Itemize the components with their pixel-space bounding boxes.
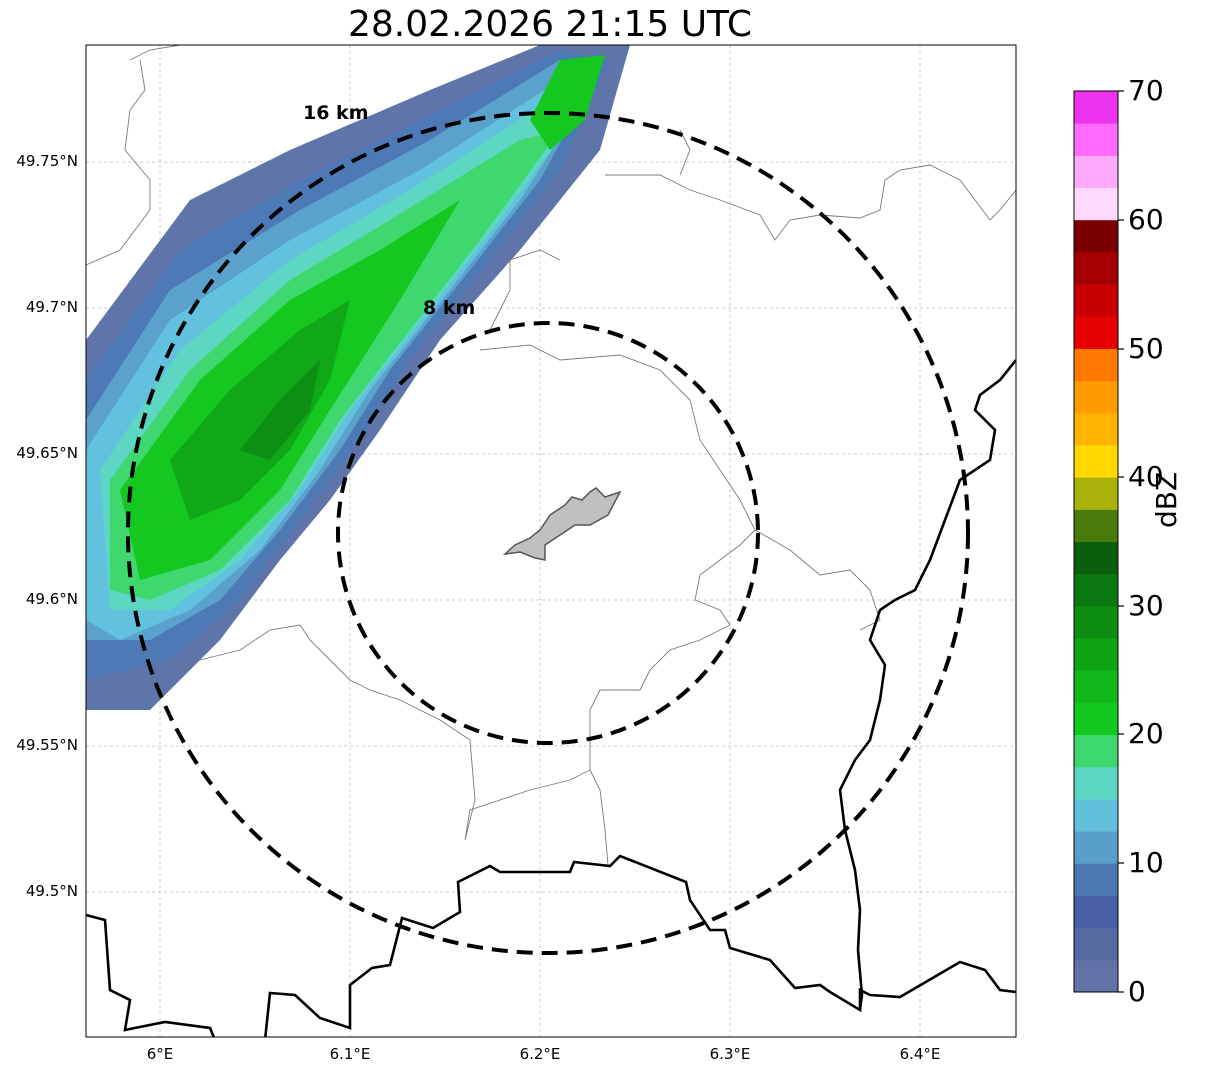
range-ring-8km [336,321,760,745]
colorbar-segment [1074,412,1118,446]
lon-tick-label: 6.2°E [519,1045,561,1063]
lat-tick-label: 49.7°N [25,298,78,316]
colorbar-ticks [1118,90,1124,993]
colorbar-segment [1074,702,1118,736]
colorbar-label: dBZ [1150,471,1183,528]
lat-tick-label: 49.65°N [16,444,78,462]
colorbar [1074,91,1118,993]
radar-echo-band [86,45,630,710]
colorbar-segment [1074,959,1118,993]
map-title: 28.02.2026 21:15 UTC [347,4,753,45]
colorbar-segment [1074,831,1118,864]
lon-tick-label: 6.3°E [709,1045,751,1063]
colorbar-segment [1074,734,1118,768]
colorbar-segment [1074,863,1118,896]
lon-tick-label: 6.1°E [329,1045,371,1063]
city-area [502,487,622,561]
colorbar-segment [1074,91,1118,124]
colorbar-segment [1074,187,1118,221]
colorbar-segment [1074,284,1118,317]
range-rings [126,111,970,955]
admin-borders [86,45,1016,866]
lat-tick-label: 49.75°N [16,152,78,170]
colorbar-segment [1074,123,1118,156]
colorbar-segment [1074,219,1118,253]
colorbar-segment [1074,670,1118,703]
lon-tick-label: 6.4°E [899,1045,941,1063]
colorbar-segment [1074,798,1118,832]
colorbar-tick-label: 30 [1128,589,1164,622]
range-ring-16km [126,111,970,955]
lon-tick-label: 6°E [146,1045,174,1063]
colorbar-tick-label: 50 [1128,332,1164,365]
colorbar-segment [1074,573,1118,607]
colorbar-segment [1074,348,1118,382]
lat-tick-label: 49.6°N [25,590,78,608]
lat-tick-label: 49.55°N [16,736,78,754]
colorbar-segment [1074,541,1118,575]
colorbar-segment [1074,766,1118,800]
colorbar-segment [1074,251,1118,285]
colorbar-segment [1074,605,1118,639]
national-borders [86,359,1016,1037]
colorbar-tick-label: 10 [1128,846,1164,879]
colorbar-segment [1074,444,1118,478]
colorbar-segment [1074,638,1118,671]
range-ring-label-8km: 8 km [423,297,475,319]
range-ring-label-16km: 16 km [303,102,369,124]
colorbar-tick-label: 60 [1128,203,1164,236]
colorbar-tick-label: 70 [1128,74,1164,107]
colorbar-tick-label: 20 [1128,717,1164,750]
colorbar-segment [1074,477,1118,510]
colorbar-tick-label: 40 [1128,460,1164,493]
colorbar-segment [1074,155,1118,189]
colorbar-segment [1074,927,1118,961]
colorbar-segment [1074,380,1118,414]
colorbar-segment [1074,316,1118,349]
colorbar-tick-label: 0 [1128,975,1146,1008]
lat-tick-label: 49.5°N [25,882,78,900]
colorbar-segment [1074,895,1118,929]
colorbar-segment [1074,509,1118,542]
